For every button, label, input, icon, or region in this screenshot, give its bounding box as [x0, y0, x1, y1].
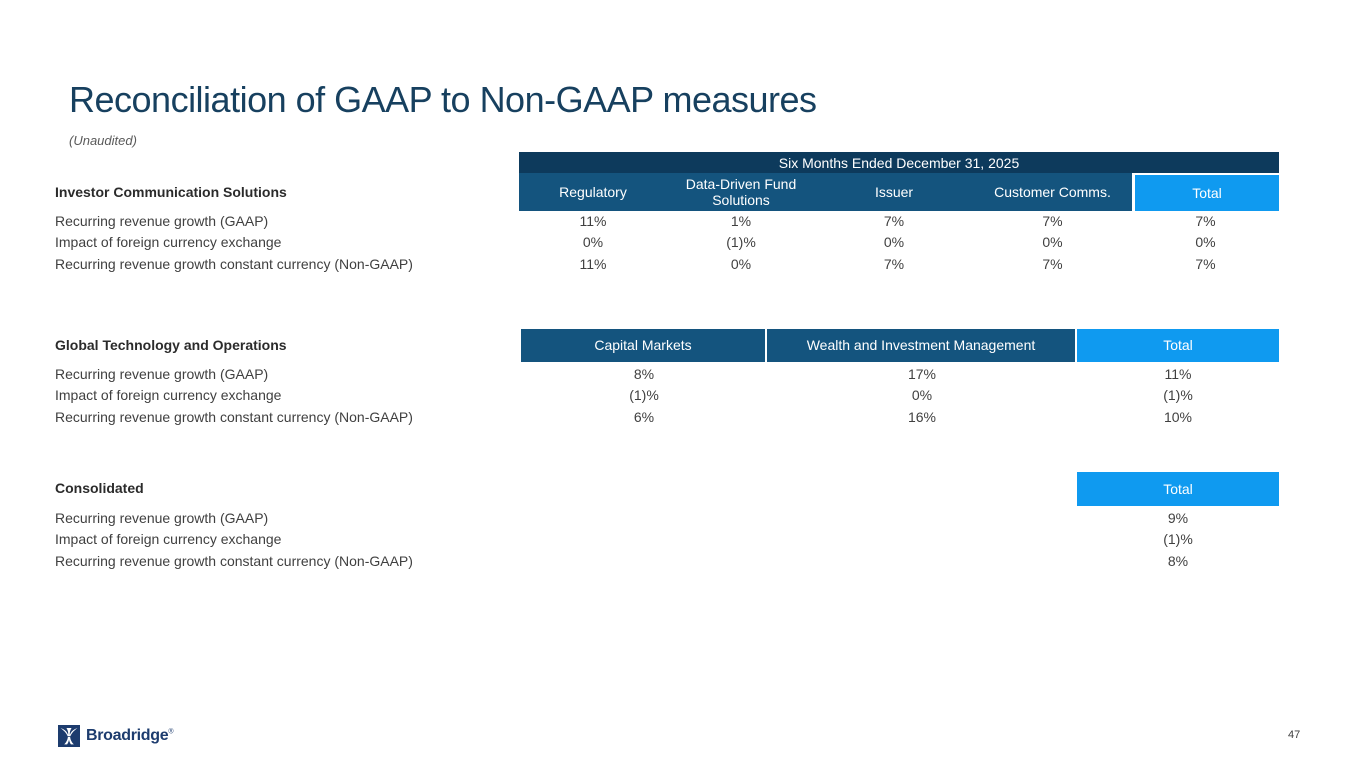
column-header: Regulatory [519, 173, 667, 211]
row-label: Impact of foreign currency exchange [55, 387, 282, 404]
column-header: Issuer [815, 173, 973, 211]
column-header-row: Regulatory Data-Driven Fund Solutions Issu… [519, 173, 1279, 211]
table-cell: 7% [1195, 255, 1216, 272]
table-body: 8% 17% 11% (1)% 0% (1)% 6% 16% 10% [521, 364, 1279, 428]
table-row: (1)% 0% (1)% [521, 385, 1279, 406]
table-row: 11% 1% 7% 7% 7% [519, 211, 1279, 232]
column-header: Total [1077, 472, 1279, 506]
table-cell: 11% [579, 255, 607, 272]
broadridge-tree-icon [58, 725, 80, 747]
row-label: Recurring revenue growth constant curren… [55, 408, 413, 425]
broadridge-logo: Broadridge® [58, 725, 174, 747]
table-cell: (1)% [1163, 387, 1193, 404]
column-header-row: Total [1077, 472, 1279, 506]
table-row: 6% 16% 10% [521, 407, 1279, 428]
table-cell: 8% [633, 366, 655, 382]
table-row: 9% [1077, 508, 1279, 529]
table-cell: 7% [1195, 213, 1216, 229]
column-header: Capital Markets [521, 329, 767, 362]
table-cell: 0% [1042, 234, 1063, 251]
row-label: Recurring revenue growth (GAAP) [55, 213, 269, 229]
table-cell: (1)% [726, 234, 756, 251]
table-cell: 11% [579, 213, 607, 229]
table-cell: 7% [883, 255, 905, 272]
column-header: Total [1135, 175, 1279, 211]
table-cell: 0% [911, 387, 933, 404]
page-title: Reconciliation of GAAP to Non-GAAP measu… [69, 79, 817, 121]
column-header-row: Capital Markets Wealth and Investment Man… [521, 329, 1279, 362]
section-title: Global Technology and Operations [55, 337, 287, 353]
column-header: Data-Driven Fund Solutions [667, 173, 815, 211]
row-label-column: Recurring revenue growth (GAAP) Impact of… [55, 211, 525, 275]
table-cell: 0% [730, 255, 752, 272]
column-header: Wealth and Investment Management [767, 329, 1077, 362]
registered-mark: ® [168, 728, 174, 736]
table-cell: (1)% [629, 387, 659, 404]
row-label-column: Recurring revenue growth (GAAP) Impact of… [55, 508, 525, 572]
section-title: Investor Communication Solutions [55, 184, 287, 200]
row-label: Impact of foreign currency exchange [55, 531, 282, 548]
table-row: (1)% [1077, 529, 1279, 550]
table-cell: 1% [730, 213, 752, 229]
table-row: 8% 17% 11% [521, 364, 1279, 385]
column-header: Total [1077, 329, 1279, 362]
row-label: Recurring revenue growth (GAAP) [55, 366, 269, 382]
unaudited-note: (Unaudited) [69, 133, 137, 148]
page-number: 47 [1288, 729, 1301, 741]
table-row: 8% [1077, 551, 1279, 572]
table-cell: 8% [1167, 552, 1189, 569]
table-cell: (1)% [1163, 531, 1193, 548]
table-cell: 7% [1042, 255, 1063, 272]
table-cell: 16% [907, 408, 937, 425]
table-row: 0% (1)% 0% 0% 0% [519, 232, 1279, 253]
table-cell: 0% [582, 234, 604, 251]
table-cell: 17% [907, 366, 937, 382]
period-header-band: Six Months Ended December 31, 2025 [519, 152, 1279, 173]
row-label: Impact of foreign currency exchange [55, 234, 282, 251]
table-cell: 7% [883, 213, 905, 229]
column-header: Customer Comms. [973, 173, 1132, 211]
table-cell: 10% [1163, 408, 1193, 425]
table-cell: 9% [1167, 510, 1189, 526]
row-label: Recurring revenue growth constant curren… [55, 255, 413, 272]
table-cell: 0% [883, 234, 905, 251]
broadridge-wordmark: Broadridge® [86, 727, 174, 744]
table-row: 11% 0% 7% 7% 7% [519, 254, 1279, 275]
table-body: 9% (1)% 8% [1077, 508, 1279, 572]
row-label: Recurring revenue growth (GAAP) [55, 510, 269, 526]
table-cell: 6% [633, 408, 655, 425]
section-title: Consolidated [55, 480, 144, 496]
row-label: Recurring revenue growth constant curren… [55, 552, 413, 569]
row-label-column: Recurring revenue growth (GAAP) Impact of… [55, 364, 525, 428]
table-body: 11% 1% 7% 7% 7% 0% (1)% 0% 0% 0% 11% 0% 7% 7% 7% [519, 211, 1279, 275]
table-cell: 11% [1164, 366, 1192, 382]
table-cell: 0% [1195, 234, 1216, 251]
table-cell: 7% [1042, 213, 1063, 229]
